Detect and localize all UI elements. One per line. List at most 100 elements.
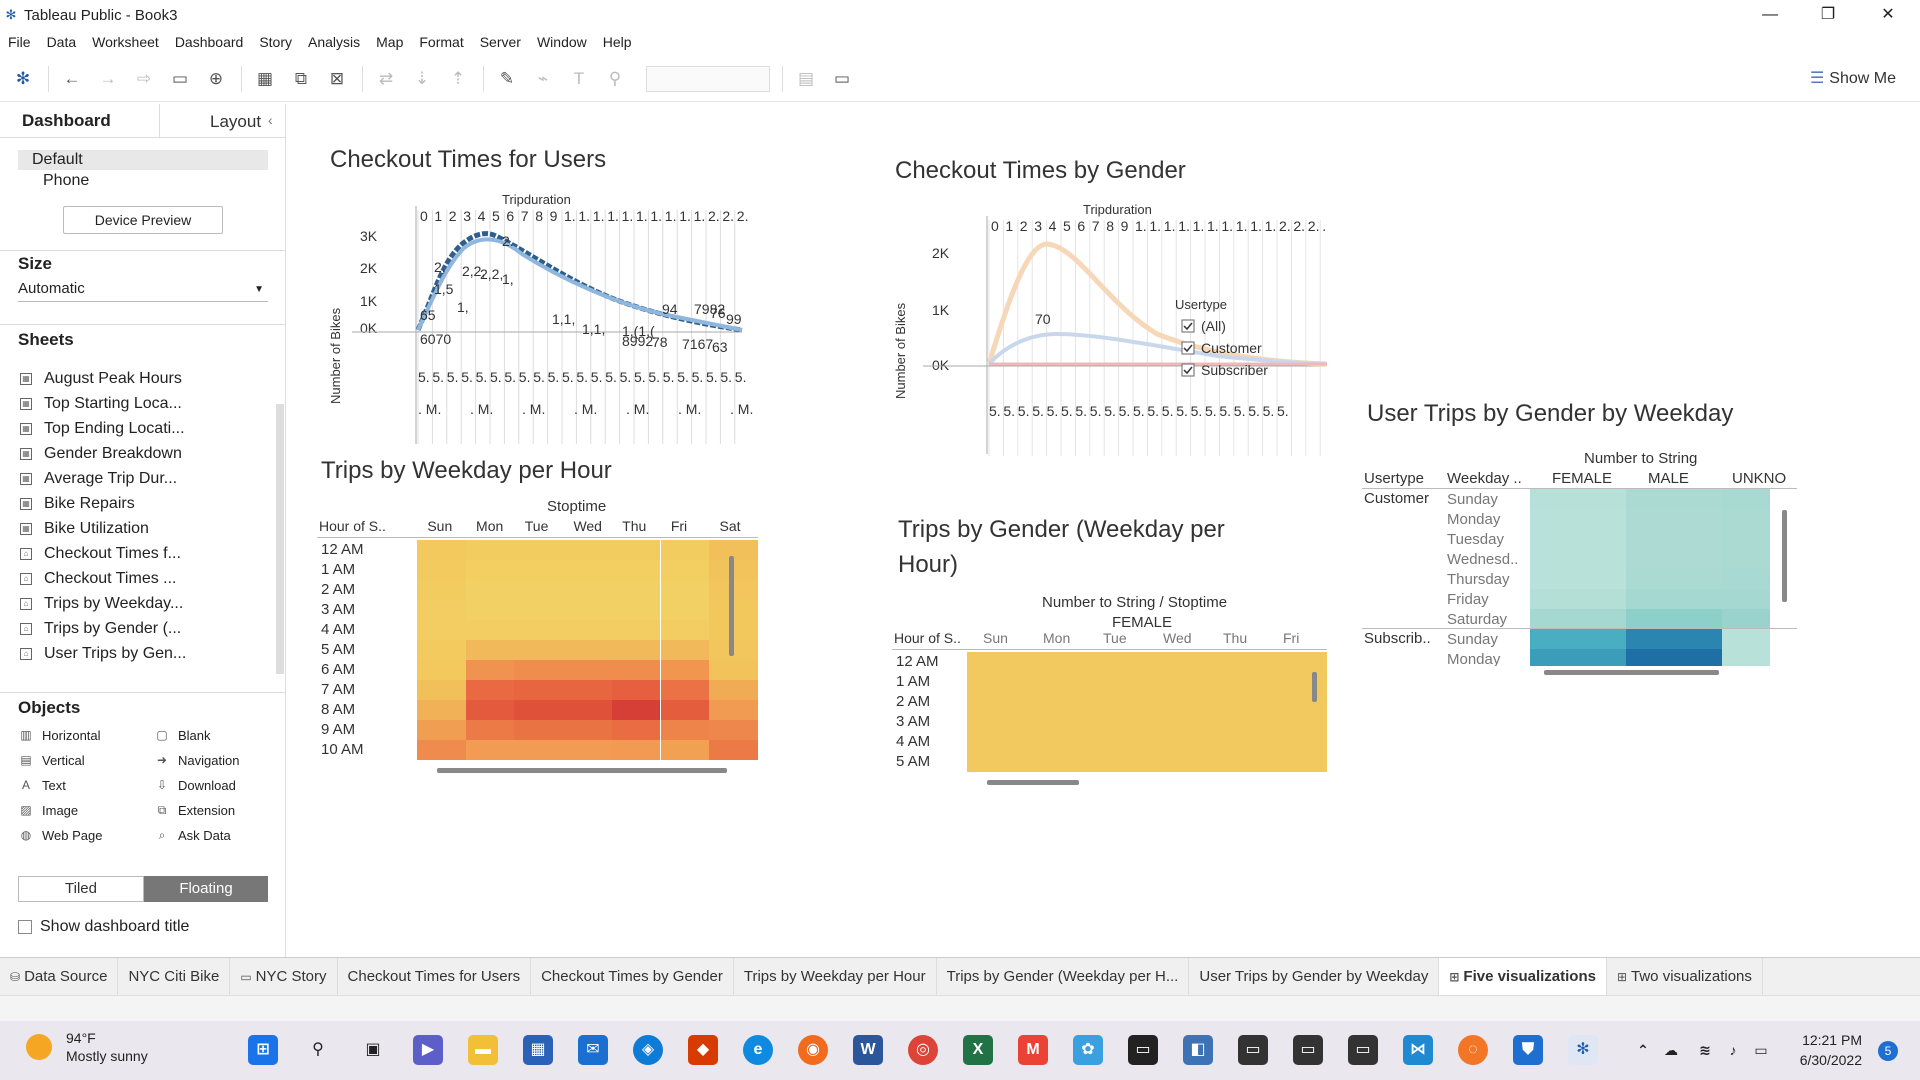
store-icon[interactable]: ▦ (523, 1035, 553, 1065)
sheet-tab[interactable]: ▭ NYC Story (230, 957, 338, 996)
security-shield-icon[interactable]: ⛊ (1513, 1035, 1543, 1065)
cloud-icon[interactable]: ☁ (1664, 1042, 1678, 1058)
menu-item-story[interactable]: Story (259, 34, 292, 50)
terminal-icon[interactable]: ▭ (1348, 1035, 1378, 1065)
menu-item-data[interactable]: Data (46, 34, 77, 50)
notification-badge[interactable]: 5 (1878, 1041, 1898, 1061)
horizontal-scrollbar[interactable] (437, 768, 727, 773)
sheet-item[interactable]: ⌂ Checkout Times f... (20, 541, 270, 566)
search-icon[interactable]: ⚲ (312, 1041, 324, 1058)
object-download[interactable]: ⇩ Download (154, 776, 274, 794)
tab-dashboard[interactable]: Dashboard (0, 104, 160, 137)
fit-dropdown[interactable] (646, 65, 770, 92)
sheet-item[interactable]: ▦ Top Starting Loca... (20, 391, 270, 416)
undo-icon[interactable]: ← (63, 68, 81, 88)
menu-item-map[interactable]: Map (376, 34, 404, 50)
sheet-tab[interactable]: ⛁ Data Source (0, 957, 119, 996)
menu-item-dashboard[interactable]: Dashboard (174, 34, 244, 50)
settings-icon[interactable]: ✿ (1073, 1035, 1103, 1065)
object-blank[interactable]: ▢ Blank (154, 726, 274, 744)
swap-icon[interactable]: ⇄ (378, 68, 394, 88)
trips-weekday-heatmap[interactable]: Stoptime Hour of S.. Sun Mon Tue Wed Thu Fri Sat… (317, 498, 758, 793)
collapse-panel-icon[interactable]: ‹ (268, 112, 273, 128)
word-icon[interactable]: W (853, 1035, 883, 1065)
sheet-tab[interactable]: ⊞ Five visualizations (1439, 957, 1607, 996)
sheet-item[interactable]: ▦ Bike Repairs (20, 491, 270, 516)
device-preview-button[interactable]: Device Preview (63, 206, 223, 234)
vertical-scrollbar[interactable] (729, 556, 734, 656)
sheet-item[interactable]: ⌂ Trips by Weekday... (20, 591, 270, 616)
vertical-scrollbar[interactable] (1312, 672, 1317, 702)
replay-icon[interactable]: ⇨ (136, 68, 152, 88)
restore-icon[interactable]: ❐ (1820, 6, 1836, 23)
sheet-item[interactable]: ▦ Gender Breakdown (20, 441, 270, 466)
terminal-icon[interactable]: ▭ (1293, 1035, 1323, 1065)
pin-icon[interactable]: ⚲ (608, 68, 622, 88)
clock[interactable]: 12:21 PM 6/30/2022 (1800, 1030, 1862, 1070)
sheet-item[interactable]: ⌂ Trips by Gender (... (20, 616, 270, 641)
sheet-item[interactable]: ▦ Top Ending Locati... (20, 416, 270, 441)
object-ask-data[interactable]: ⌕ Ask Data (154, 826, 274, 844)
object-image[interactable]: ▨ Image (18, 801, 154, 819)
presentation-mode-icon[interactable]: ▭ (833, 68, 851, 88)
sheet-item[interactable]: ▦ August Peak Hours (20, 366, 270, 391)
horizontal-scrollbar[interactable] (1544, 670, 1719, 675)
sheet-tab[interactable]: User Trips by Gender by Weekday (1189, 957, 1440, 996)
menu-item-server[interactable]: Server (479, 34, 521, 50)
object-extension[interactable]: ⧉ Extension (154, 801, 274, 819)
tiled-button[interactable]: Tiled (18, 876, 144, 902)
menu-item-file[interactable]: File (8, 34, 31, 50)
chevron-up-icon[interactable]: ⌃ (1637, 1042, 1649, 1058)
sheet-tab[interactable]: Checkout Times for Users (338, 957, 532, 996)
tab-layout[interactable]: Layout (210, 112, 262, 131)
battery-icon[interactable]: ▭ (1754, 1042, 1768, 1058)
menu-item-help[interactable]: Help (602, 34, 632, 50)
menu-item-format[interactable]: Format (419, 34, 464, 50)
sheet-tab[interactable]: NYC Citi Bike (118, 957, 231, 996)
gmail-icon[interactable]: M (1018, 1035, 1048, 1065)
object-horizontal[interactable]: ▥ Horizontal (18, 726, 154, 744)
sheet-tab[interactable]: Checkout Times by Gender (531, 957, 734, 996)
sheets-scrollbar[interactable] (276, 404, 284, 674)
jupyter-icon[interactable]: ◌ (1458, 1035, 1488, 1065)
volume-icon[interactable]: ♪ (1729, 1042, 1737, 1058)
sheet-item[interactable]: ⌂ Checkout Times ... (20, 566, 270, 591)
menu-item-analysis[interactable]: Analysis (308, 34, 361, 50)
group-icon[interactable]: ⌁ (537, 68, 549, 88)
python-icon[interactable]: ◧ (1183, 1035, 1213, 1065)
show-cards-icon[interactable]: ▤ (797, 68, 815, 88)
chrome-icon[interactable]: ◎ (908, 1035, 938, 1065)
label-icon[interactable]: T (573, 68, 585, 88)
object-text[interactable]: A Text (18, 776, 154, 794)
show-me-button[interactable]: ☰ Show Me (1810, 68, 1896, 88)
windows-start-icon[interactable]: ⊞ (248, 1035, 278, 1065)
size-dropdown[interactable]: Automatic ▼ (18, 280, 268, 302)
duplicate-icon[interactable]: ⧉ (294, 68, 308, 88)
firefox-icon[interactable]: ◉ (798, 1035, 828, 1065)
terminal-icon[interactable]: ▭ (1238, 1035, 1268, 1065)
sort-ascending-icon[interactable]: ⇣ (414, 68, 430, 88)
sort-descending-icon[interactable]: ⇡ (450, 68, 466, 88)
terminal-icon[interactable]: ▭ (1128, 1035, 1158, 1065)
menu-item-worksheet[interactable]: Worksheet (92, 34, 159, 50)
vertical-scrollbar[interactable] (1782, 510, 1787, 602)
sheet-tab[interactable]: Trips by Weekday per Hour (734, 957, 937, 996)
floating-button[interactable]: Floating (144, 876, 268, 902)
object-web-page[interactable]: ◍ Web Page (18, 826, 154, 844)
weather-widget[interactable]: 94°F Mostly sunny (26, 1029, 148, 1065)
new-worksheet-icon[interactable]: ▦ (256, 68, 274, 88)
device-default[interactable]: Default (18, 150, 268, 170)
clear-sheet-icon[interactable]: ⊠ (329, 68, 345, 88)
sheet-tab[interactable]: Trips by Gender (Weekday per H... (937, 957, 1190, 996)
edge-icon[interactable]: e (743, 1035, 773, 1065)
new-data-source-icon[interactable]: ⊕ (208, 68, 224, 88)
close-icon[interactable]: ✕ (1881, 6, 1895, 23)
tableau-home-icon[interactable]: ✻ (15, 68, 31, 88)
office-icon[interactable]: ◆ (688, 1035, 718, 1065)
sheet-item[interactable]: ⌂ User Trips by Gen... (20, 641, 270, 666)
file-explorer-icon[interactable]: ▬ (468, 1035, 498, 1065)
safari-icon[interactable]: ◈ (633, 1035, 663, 1065)
sheet-item[interactable]: ▦ Bike Utilization (20, 516, 270, 541)
sheet-item[interactable]: ▦ Average Trip Dur... (20, 466, 270, 491)
